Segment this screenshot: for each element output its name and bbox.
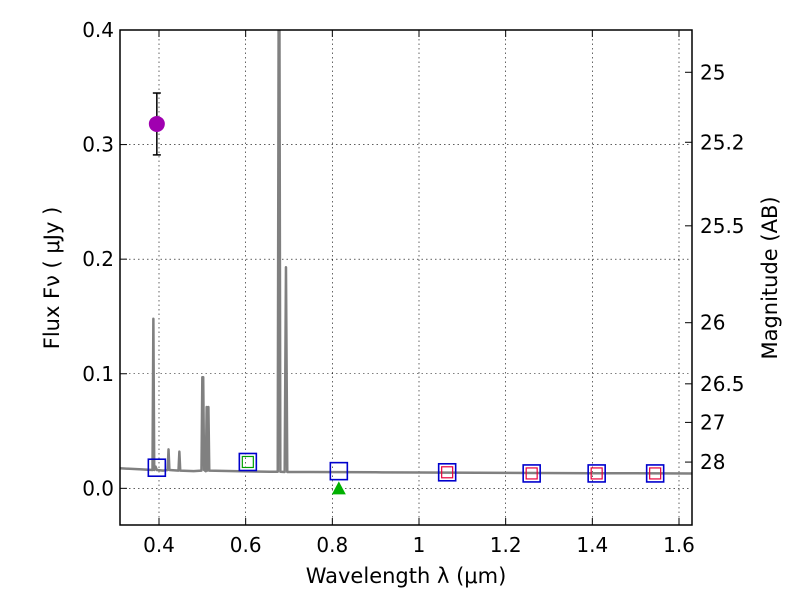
x-tick-label: 1.6 bbox=[663, 533, 695, 557]
observed-flux-square bbox=[590, 467, 603, 480]
plot-area bbox=[120, 30, 692, 495]
model-photometry-square bbox=[329, 461, 349, 481]
mag-tick-label: 26 bbox=[700, 311, 725, 335]
plot-frame bbox=[119, 29, 693, 526]
y-tick-label: 0.3 bbox=[82, 133, 114, 157]
y2-axis-label: Magnitude (AB) bbox=[758, 196, 782, 359]
observed-flux-square bbox=[525, 467, 538, 480]
x-tick-label: 0.4 bbox=[143, 533, 175, 557]
observed-flux-square bbox=[441, 466, 454, 479]
y-axis-label: Flux Fν ( μJy ) bbox=[40, 207, 64, 350]
y-tick-label: 0.1 bbox=[82, 362, 114, 386]
spectrum-line bbox=[120, 30, 692, 475]
model-photometry-square bbox=[587, 464, 606, 483]
x-tick-label: 1.2 bbox=[490, 533, 522, 557]
mag-tick-label: 27 bbox=[700, 410, 725, 434]
mag-tick-label: 25.2 bbox=[700, 130, 745, 154]
detection-point bbox=[148, 115, 165, 132]
mag-tick-label: 26.5 bbox=[700, 372, 745, 396]
observed-flux-square bbox=[649, 467, 662, 480]
y-tick-label: 0.0 bbox=[82, 476, 114, 500]
x-axis-label: Wavelength λ (μm) bbox=[306, 564, 507, 588]
y-tick-label: 0.2 bbox=[82, 247, 114, 271]
upper-limit-triangle bbox=[331, 481, 346, 495]
model-photometry-square bbox=[238, 452, 258, 472]
model-photometry-square bbox=[522, 464, 541, 483]
model-photometry-square bbox=[147, 458, 167, 478]
model-photometry-square bbox=[437, 462, 457, 482]
mag-tick-label: 25 bbox=[700, 60, 725, 84]
observed-flux-square bbox=[241, 455, 254, 469]
mag-tick-label: 28 bbox=[700, 450, 725, 474]
model-photometry-square bbox=[645, 464, 665, 483]
y-tick-label: 0.4 bbox=[82, 18, 114, 42]
x-tick-label: 1 bbox=[413, 533, 426, 557]
x-tick-label: 0.8 bbox=[316, 533, 348, 557]
x-tick-label: 1.4 bbox=[576, 533, 608, 557]
axis-ticks: 0.4 0.6 0.8 1 1.2 1.4 1.6 0.0 0.1 0.2 0.3 0.4 25 25.2… bbox=[82, 18, 744, 557]
mag-tick-label: 25.5 bbox=[700, 214, 745, 238]
x-tick-label: 0.6 bbox=[230, 533, 262, 557]
